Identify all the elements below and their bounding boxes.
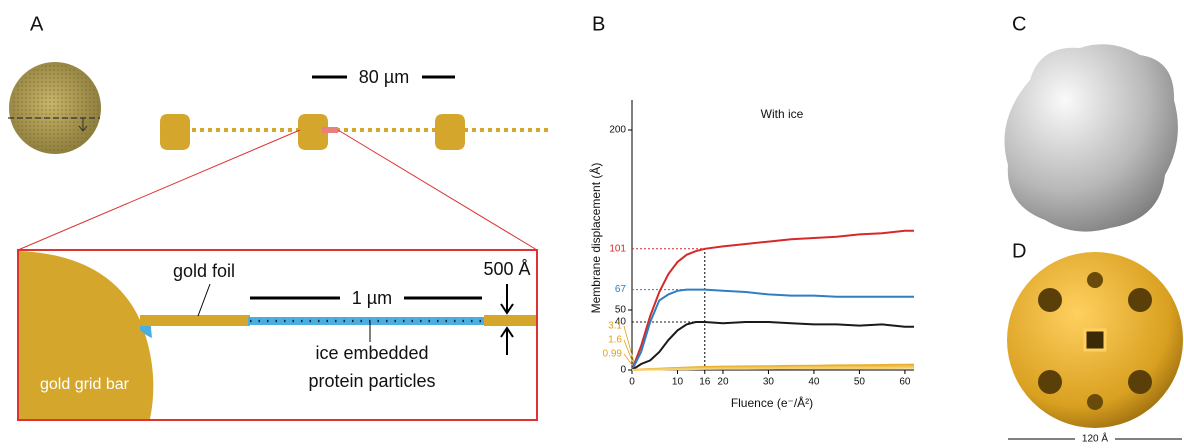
y-tick-label: 200 [609,125,626,136]
leader [197,283,211,317]
series-line [631,288,914,371]
arrow [500,326,514,355]
baseline-leader [623,325,636,367]
x-axis-title: Fluence (e⁻/Å²) [731,395,813,410]
grid-bar-label: gold grid bar [40,376,130,393]
gold-foil [484,315,536,326]
panel-a: 80 µm [8,62,552,251]
grid-bar [435,114,465,150]
hole [1087,272,1103,288]
scale-label: 80 µm [359,67,409,87]
baseline-label: 1.6 [608,335,622,346]
series-line [631,229,914,371]
ice-layer [248,317,486,325]
grid-mesh [11,64,99,152]
x-tick-label: 0 [629,377,635,388]
panel-label: D [1012,240,1026,262]
x-tick-label: 30 [763,377,775,388]
series-line [631,366,914,371]
zoom-line [17,129,301,251]
hole [1038,370,1062,394]
y-axis-title: Membrane displacement (Å) [588,163,603,314]
baseline-label: 3.1 [608,321,622,332]
x-tick-label: 60 [899,377,911,388]
density-map [1004,44,1178,232]
section-arrow [78,118,88,132]
thickness-label: 500 Å [483,259,530,279]
x-tick-label: 50 [854,377,866,388]
baseline-leader [623,339,636,369]
panel-label: C [1012,13,1026,35]
reference-label: 40 [615,317,627,328]
hole [1087,394,1103,410]
y-tick-label: 0 [620,365,626,376]
panel-label: A [30,13,44,35]
reference-label: 101 [609,243,626,254]
y-tick-label: 50 [615,305,627,316]
hole [1128,370,1152,394]
x-tick-label: 10 [672,377,684,388]
zoom-line [337,129,538,251]
pore [1083,328,1107,352]
grid-bar [298,114,328,150]
x-tick-label: 20 [717,377,729,388]
structure: 120 Å [1007,252,1183,445]
hole [1128,288,1152,312]
scale-label: 1 µm [352,288,392,308]
chart-title: With ice [761,107,804,121]
panel-a-inset: gold grid bar gold foil 1 µm 500 Å ice e… [17,249,538,421]
ice-label: protein particles [308,371,435,391]
x-tick-label: 16 [699,377,711,388]
x-tick-label: 40 [808,377,820,388]
hole [1038,288,1062,312]
foil-label: gold foil [173,261,235,281]
ice-label: ice embedded [315,343,428,363]
grid-bar [160,114,190,150]
chart: With ice Fluence (e⁻/Å²) Membrane displa… [588,100,915,410]
zoom-region [322,127,338,133]
panel-label: B [592,13,605,35]
gold-foil [140,315,250,326]
gold-grid-bar [19,251,154,419]
arrow [500,284,514,315]
baseline-label: 0.99 [603,349,623,360]
series-line [631,321,914,371]
scale-label: 120 Å [1082,432,1108,445]
reference-label: 67 [615,284,627,295]
